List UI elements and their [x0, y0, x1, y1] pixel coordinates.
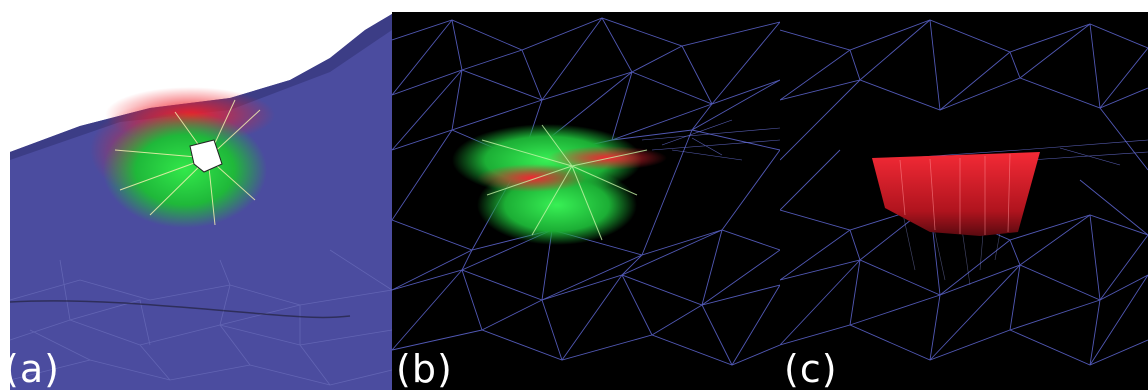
wireframe-render-filled	[780, 12, 1148, 390]
hole-region	[190, 140, 222, 172]
panel-label-a: (a)	[4, 347, 60, 390]
panel-c: (c)	[780, 0, 1148, 390]
panel-a: (a)	[0, 0, 392, 390]
mesh-surface-render	[9, 14, 392, 390]
panel-label-b: (b)	[396, 347, 453, 390]
wireframe-render-patch	[392, 12, 780, 390]
panel-b: (b)	[392, 0, 780, 390]
filled-hole-patch	[872, 152, 1040, 236]
panel-label-c: (c)	[784, 347, 838, 390]
